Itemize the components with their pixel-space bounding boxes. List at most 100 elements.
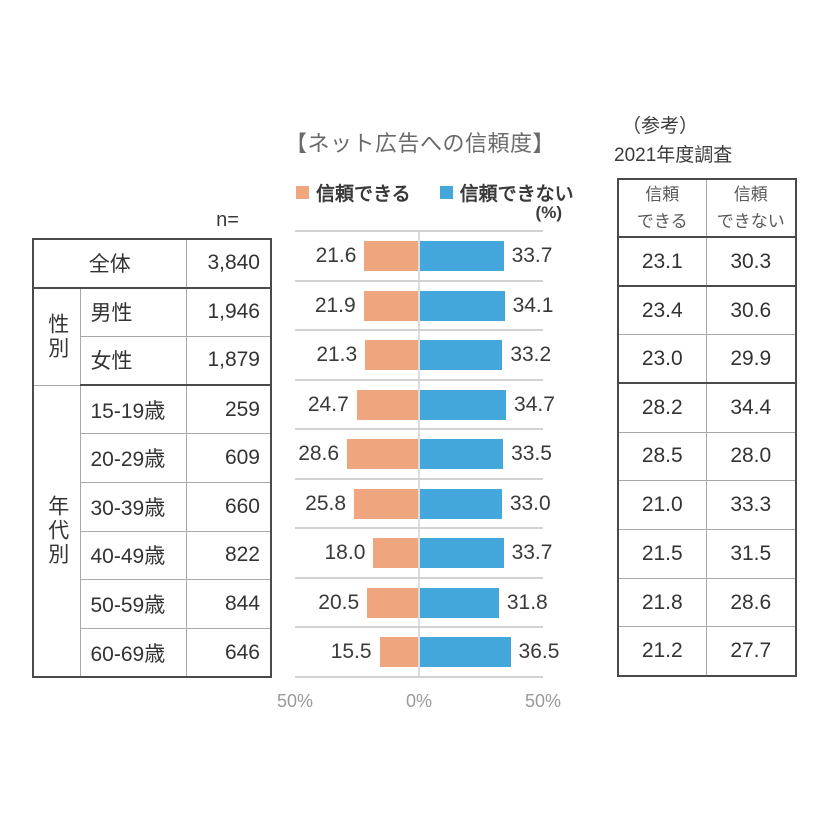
group-label: 性別 [32, 287, 81, 386]
n-value: 1,879 [185, 335, 272, 387]
trust-2021-value: 23.4 [617, 285, 707, 336]
percent-unit-label: (%) [535, 203, 562, 222]
n-value: 660 [185, 481, 272, 532]
trust-bar [356, 389, 418, 420]
trust-bar [363, 290, 418, 321]
table-row: 23.4 30.6 [617, 285, 797, 336]
table-row: 40-49歳 822 [33, 530, 272, 581]
trust-value-label: 15.5 [330, 640, 372, 664]
zero-axis-line [418, 232, 420, 678]
n-value: 3,840 [185, 238, 272, 289]
distrust-2021-value: 29.9 [705, 334, 797, 385]
n-value: 609 [185, 433, 272, 483]
distrust-legend-label: 信頼できない [459, 183, 574, 205]
table-row: 30-39歳 660 [33, 481, 272, 532]
table-row: 60-69歳 646 [33, 628, 272, 678]
x-axis-labels: 50% 0% 50% [277, 691, 561, 715]
n-value: 822 [185, 530, 272, 581]
distrust-2021-value: 27.7 [705, 626, 797, 677]
distrust-2021-value: 34.4 [705, 382, 797, 433]
trust-value-label: 28.6 [298, 442, 340, 466]
trust-value-label: 21.3 [316, 343, 358, 367]
table-row: 全体 3,840 [32, 238, 272, 289]
distrust-2021-value: 28.0 [705, 431, 797, 482]
trust-value-label: 20.5 [318, 590, 360, 614]
trust-bar [347, 439, 418, 470]
trust-2021-value: 21.2 [617, 626, 707, 677]
distrust-swatch-icon [439, 185, 453, 199]
distrust-bar [420, 241, 504, 271]
n-value: 844 [185, 579, 272, 629]
bar-row: 28.6 33.5 [295, 430, 552, 480]
trust-bar [354, 488, 418, 519]
distrust-2021-value: 33.3 [705, 480, 797, 530]
trust-value-label: 25.8 [305, 491, 347, 515]
trust-bar [365, 340, 418, 371]
distrust-bar [420, 538, 504, 569]
bar-row: 20.5 31.8 [295, 579, 548, 629]
n-equals-header: n= [216, 209, 239, 231]
distrust-value-label: 34.1 [512, 293, 554, 317]
demographics-table: 全体 3,840 性別 男性 1,946 女性 1,879 年代別 15-19歳 259 20-29… [32, 238, 272, 679]
trust-2021-value: 28.2 [617, 382, 707, 433]
category-label: 40-49歳 [79, 530, 187, 581]
trust-legend-label: 信頼できる [316, 183, 411, 205]
distrust-2021-value: 28.6 [705, 577, 797, 628]
trust-2021-value: 21.0 [617, 480, 707, 530]
distrust-bar [420, 290, 505, 321]
trust-2021-value: 23.1 [617, 236, 707, 288]
bar-row: 21.6 33.7 [295, 232, 552, 282]
trust-2021-value: 21.5 [617, 529, 707, 579]
distrust-value-label: 33.2 [510, 343, 552, 367]
bar-row: 21.9 34.1 [295, 282, 553, 332]
distrust-value-label: 34.7 [514, 392, 555, 416]
n-value: 1,946 [185, 287, 272, 337]
trust-value-label: 21.9 [314, 293, 356, 317]
trust-bar [364, 241, 418, 271]
trust-bar [373, 538, 418, 569]
reference-survey-year-caption: 2021年度調査 [614, 145, 733, 166]
category-label: 20-29歳 [79, 433, 187, 483]
column-header: 信頼 できる [617, 178, 707, 239]
axis-tick-label: 50% [276, 691, 314, 711]
chart-legend: 信頼できる 信頼できない [296, 181, 574, 205]
distrust-bar [420, 439, 504, 470]
trust-2021-value: 21.8 [617, 577, 707, 628]
distrust-value-label: 31.8 [506, 590, 548, 614]
bar-row: 21.3 33.2 [295, 331, 551, 381]
table-row: 28.2 34.4 [617, 382, 797, 433]
header-row: 信頼 できる 信頼 できない [617, 178, 797, 239]
bar-row: 25.8 33.0 [295, 480, 551, 530]
n-value: 259 [185, 384, 272, 435]
trust-value-label: 21.6 [315, 244, 357, 267]
distrust-bar [420, 587, 499, 618]
table-row: 性別 男性 1,946 [32, 287, 272, 386]
distrust-value-label: 36.5 [518, 640, 560, 664]
category-label: 60-69歳 [79, 628, 187, 678]
table-row: 50-59歳 844 [33, 579, 272, 629]
distrust-2021-value: 31.5 [705, 529, 797, 579]
distrust-bar [420, 637, 511, 668]
trust-value-label: 24.7 [307, 392, 349, 416]
distrust-value-label: 33.7 [511, 541, 553, 565]
category-label: 50-59歳 [79, 579, 187, 629]
chart-title: 【ネット広告への信頼度】 [284, 131, 555, 156]
table-row: 年代別 15-19歳 259 [32, 384, 272, 678]
reference-2021-table: 信頼 できる 信頼 できない 23.1 30.3 23.4 30.6 23.0 29.9 28.… [617, 178, 797, 677]
bar-row: 15.5 36.5 [295, 628, 559, 678]
trust-bar [367, 587, 418, 618]
table-row: 女性 1,879 [33, 335, 272, 387]
distrust-bar [420, 389, 507, 420]
distrust-bar [420, 488, 502, 519]
distrust-bar [420, 340, 503, 371]
category-label: 15-19歳 [79, 384, 187, 435]
distrust-2021-value: 30.6 [705, 285, 797, 336]
distrust-value-label: 33.7 [511, 244, 553, 267]
axis-tick-label: 50% [524, 691, 562, 711]
distrust-2021-value: 30.3 [705, 236, 797, 288]
trust-2021-value: 28.5 [617, 431, 707, 482]
category-label: 30-39歳 [79, 481, 187, 532]
category-label: 全体 [32, 238, 187, 289]
category-label: 男性 [79, 287, 187, 337]
